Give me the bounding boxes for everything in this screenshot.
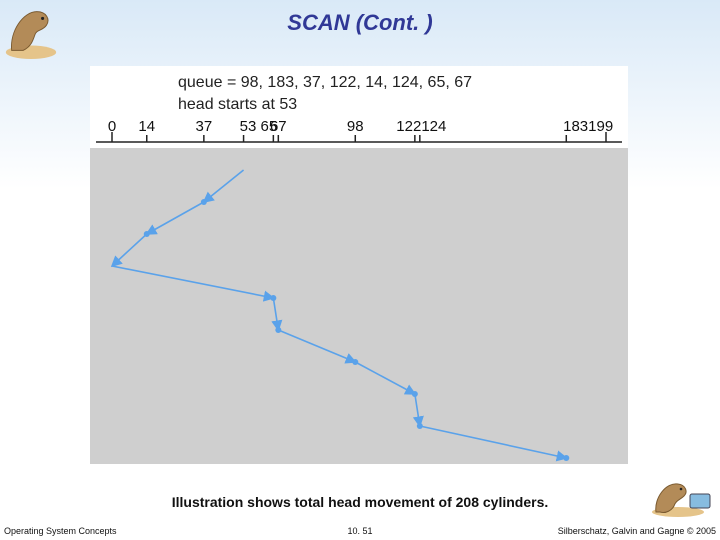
axis-tick-label: 122124 (396, 118, 446, 135)
axis-tick-label: 37 (196, 118, 213, 135)
axis-tick-label: 98 (347, 118, 364, 135)
axis-tick-label: 183199 (563, 118, 613, 135)
dinosaur-logo-bottom-right (650, 476, 714, 518)
axis-tick-label: 14 (138, 118, 155, 135)
dinosaur-logo-top-left (2, 2, 60, 60)
caption-text: Illustration shows total head movement o… (0, 494, 720, 510)
footer: Operating System Concepts 10. 51 Silbers… (0, 520, 720, 538)
axis-tick-label: 0 (108, 118, 116, 135)
axis-tick-label: 67 (270, 118, 287, 135)
slide-title: SCAN (Cont. ) (0, 0, 720, 36)
footer-right: Silberschatz, Galvin and Gagne © 2005 (558, 526, 716, 536)
scan-chart: queue = 98, 183, 37, 122, 14, 124, 65, 6… (90, 66, 628, 476)
